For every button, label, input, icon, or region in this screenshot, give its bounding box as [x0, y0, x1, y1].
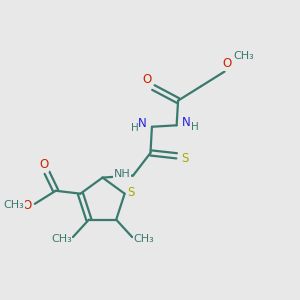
Text: N: N: [138, 117, 147, 130]
Text: H: H: [130, 124, 138, 134]
Text: S: S: [128, 186, 135, 199]
Text: CH₃: CH₃: [134, 234, 154, 244]
Text: O: O: [39, 158, 48, 171]
Text: NH: NH: [114, 169, 130, 179]
Text: S: S: [181, 152, 188, 165]
Text: CH₃: CH₃: [4, 200, 24, 210]
Text: O: O: [142, 73, 152, 86]
Text: CH₃: CH₃: [233, 51, 254, 61]
Text: O: O: [223, 57, 232, 70]
Text: CH₃: CH₃: [51, 234, 72, 244]
Text: O: O: [22, 199, 31, 212]
Text: H: H: [191, 122, 199, 132]
Text: N: N: [182, 116, 190, 129]
